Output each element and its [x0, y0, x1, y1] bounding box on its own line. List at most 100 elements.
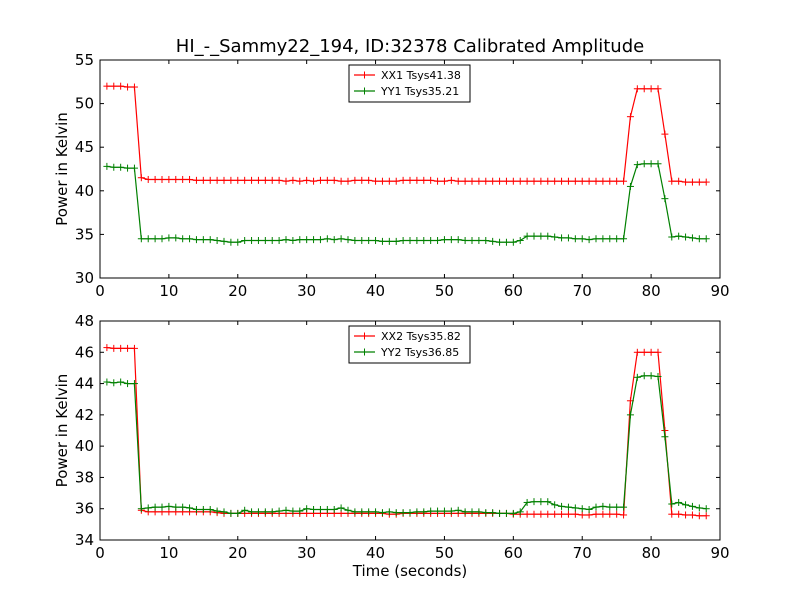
data-point — [626, 113, 634, 121]
data-point — [130, 380, 138, 388]
data-point — [420, 176, 428, 184]
data-point — [151, 235, 159, 243]
data-point — [303, 505, 311, 513]
data-point — [530, 232, 538, 240]
data-point — [227, 176, 235, 184]
data-point — [406, 176, 414, 184]
data-point — [234, 238, 242, 246]
data-point — [110, 379, 118, 387]
data-point — [592, 177, 600, 185]
data-point — [647, 348, 655, 356]
data-point — [165, 234, 173, 242]
y-axis-label: Power in Kelvin — [53, 112, 71, 226]
data-point — [310, 505, 318, 513]
data-point — [695, 512, 703, 520]
data-point — [399, 509, 407, 517]
data-point — [702, 235, 710, 243]
y-tick-label: 36 — [75, 500, 94, 518]
data-point — [647, 85, 655, 93]
y-tick-label: 48 — [75, 312, 94, 330]
data-point — [330, 505, 338, 513]
x-tick-label: 20 — [228, 282, 247, 300]
data-point — [440, 177, 448, 185]
data-point — [130, 344, 138, 352]
x-tick-label: 0 — [95, 282, 105, 300]
y-tick-label: 30 — [75, 269, 94, 287]
y-tick-label: 45 — [75, 138, 94, 156]
data-point — [537, 177, 545, 185]
chart-title: HI_-_Sammy22_194, ID:32378 Calibrated Am… — [176, 36, 644, 57]
data-point — [378, 509, 386, 517]
x-tick-label: 30 — [297, 544, 316, 562]
x-tick-label: 90 — [710, 544, 729, 562]
data-point — [358, 508, 366, 516]
x-tick-label: 90 — [710, 282, 729, 300]
data-point — [599, 177, 607, 185]
data-point — [179, 503, 187, 511]
data-point — [523, 177, 531, 185]
data-point — [144, 235, 152, 243]
data-point — [172, 175, 180, 183]
data-point — [702, 512, 710, 520]
data-point — [551, 177, 559, 185]
data-point — [137, 174, 145, 182]
data-point — [261, 237, 269, 245]
data-point — [688, 502, 696, 510]
data-point — [385, 237, 393, 245]
data-point — [434, 237, 442, 245]
data-point — [661, 195, 669, 203]
data-point — [220, 508, 228, 516]
data-point — [117, 82, 125, 90]
data-point — [578, 177, 586, 185]
data-point — [640, 160, 648, 168]
data-point — [323, 235, 331, 243]
data-point — [585, 177, 593, 185]
data-point — [186, 175, 194, 183]
data-point — [668, 500, 676, 508]
data-point — [564, 503, 572, 511]
data-point — [434, 177, 442, 185]
data-point — [675, 510, 683, 518]
data-point — [468, 508, 476, 516]
data-point — [337, 235, 345, 243]
data-point — [179, 235, 187, 243]
legend-entry: YY1 Tsys35.21 — [354, 85, 459, 98]
data-point — [523, 510, 531, 518]
data-point — [351, 176, 359, 184]
data-point — [427, 507, 435, 515]
data-point — [420, 508, 428, 516]
data-point — [151, 503, 159, 511]
data-point — [282, 506, 290, 514]
data-point — [199, 236, 207, 244]
data-point — [592, 235, 600, 243]
data-point — [633, 348, 641, 356]
x-tick-label: 50 — [435, 544, 454, 562]
data-point — [482, 177, 490, 185]
data-point — [599, 502, 607, 510]
data-point — [420, 237, 428, 245]
data-point — [392, 177, 400, 185]
data-point — [268, 237, 276, 245]
data-point — [117, 163, 125, 171]
data-point — [654, 160, 662, 168]
data-point — [613, 235, 621, 243]
data-point — [296, 507, 304, 515]
data-point — [124, 344, 132, 352]
data-point — [378, 177, 386, 185]
data-point — [179, 175, 187, 183]
data-point — [482, 237, 490, 245]
y-tick-label: 55 — [75, 51, 94, 69]
y-tick-label: 34 — [75, 531, 94, 549]
data-point — [578, 511, 586, 519]
data-point — [151, 175, 159, 183]
data-point — [385, 508, 393, 516]
data-point — [489, 177, 497, 185]
data-point — [158, 235, 166, 243]
legend-label: XX1 Tsys41.38 — [381, 69, 461, 82]
data-point — [213, 507, 221, 515]
data-point — [275, 237, 283, 245]
data-point — [537, 498, 545, 506]
data-point — [516, 237, 524, 245]
data-point — [144, 175, 152, 183]
data-point — [668, 233, 676, 241]
